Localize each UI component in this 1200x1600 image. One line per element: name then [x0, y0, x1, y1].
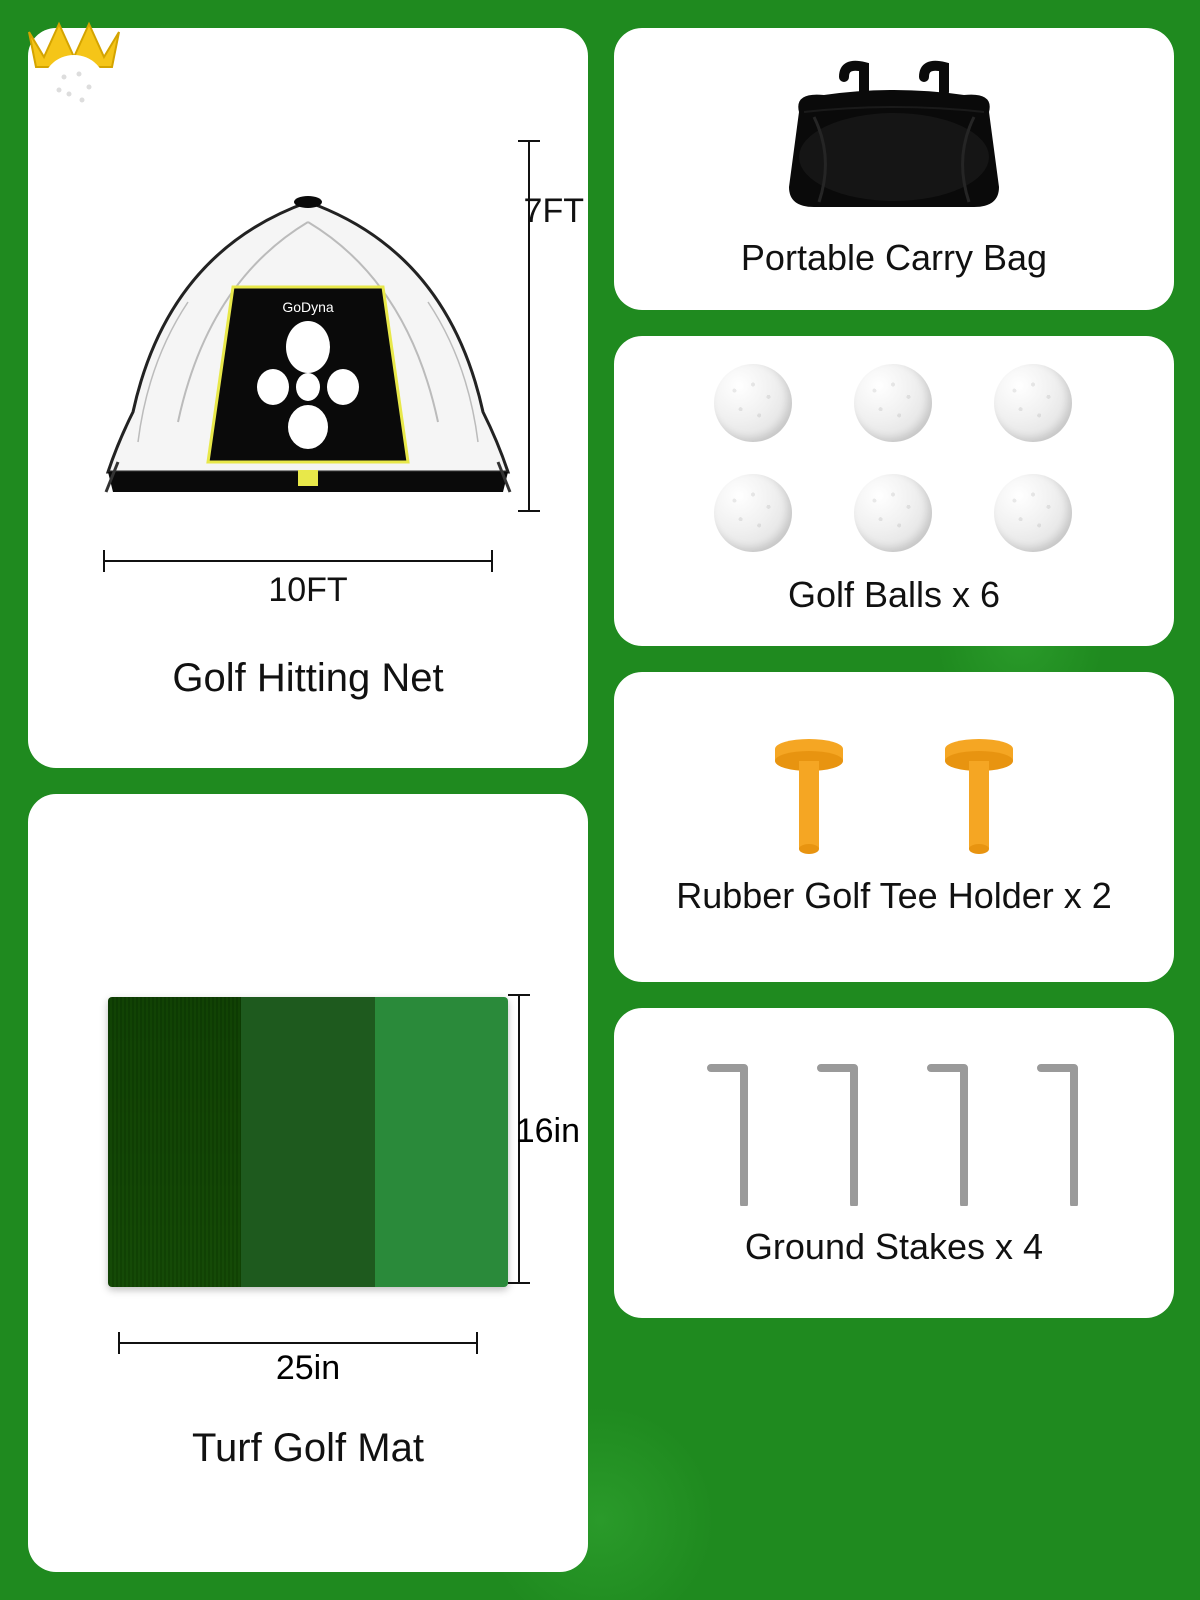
- ground-stakes-card: Ground Stakes x 4: [614, 1008, 1174, 1318]
- ground-stakes: [699, 1056, 1089, 1206]
- tee-icon: [939, 735, 1019, 855]
- hitting-net-card: GoDyna 7FT 10F: [28, 28, 588, 768]
- mat-width-dimension-line: [118, 1342, 478, 1344]
- carry-bag-card: Portable Carry Bag: [614, 28, 1174, 310]
- carry-bag-icon: [774, 57, 1014, 217]
- net-icon: GoDyna: [88, 162, 528, 502]
- golf-ball-icon: [854, 474, 932, 552]
- tee-holders: [769, 735, 1019, 855]
- turf-mat-illustration: 16in 25in: [48, 892, 568, 1392]
- product-infographic-grid: GoDyna 7FT 10F: [0, 0, 1200, 1600]
- stake-icon: [919, 1056, 979, 1206]
- tee-holder-label: Rubber Golf Tee Holder x 2: [676, 873, 1112, 920]
- width-label: 10FT: [48, 571, 568, 610]
- mat-putting-strip: [375, 997, 508, 1287]
- stake-icon: [699, 1056, 759, 1206]
- stake-icon: [1029, 1056, 1089, 1206]
- golf-balls-card: Golf Balls x 6: [614, 336, 1174, 646]
- crown-golf-ball-badge: [14, 2, 134, 122]
- turf-mat-card: 16in 25in Turf Golf Mat: [28, 794, 588, 1572]
- mat-height-label: 16in: [516, 1112, 580, 1151]
- mat-rough-strip: [108, 997, 241, 1287]
- mat-fairway-strip: [241, 997, 374, 1287]
- mat-width-label: 25in: [48, 1349, 568, 1388]
- hitting-net-label: Golf Hitting Net: [172, 652, 443, 704]
- ground-stakes-label: Ground Stakes x 4: [745, 1224, 1043, 1271]
- turf-mat-label: Turf Golf Mat: [192, 1422, 424, 1474]
- height-label: 7FT: [524, 192, 584, 231]
- svg-text:GoDyna: GoDyna: [282, 299, 334, 315]
- tee-holder-card: Rubber Golf Tee Holder x 2: [614, 672, 1174, 982]
- golf-ball-icon: [714, 474, 792, 552]
- golf-balls-label: Golf Balls x 6: [788, 572, 1000, 619]
- golf-ball-icon: [994, 474, 1072, 552]
- tee-icon: [769, 735, 849, 855]
- golf-ball-icon: [854, 364, 932, 442]
- carry-bag-label: Portable Carry Bag: [741, 235, 1047, 282]
- golf-ball-icon: [714, 364, 792, 442]
- hitting-net-illustration: GoDyna 7FT 10F: [48, 92, 568, 572]
- golf-ball-icon: [994, 364, 1072, 442]
- golf-balls-grid: [714, 364, 1074, 554]
- width-dimension-line: [103, 560, 493, 562]
- stake-icon: [809, 1056, 869, 1206]
